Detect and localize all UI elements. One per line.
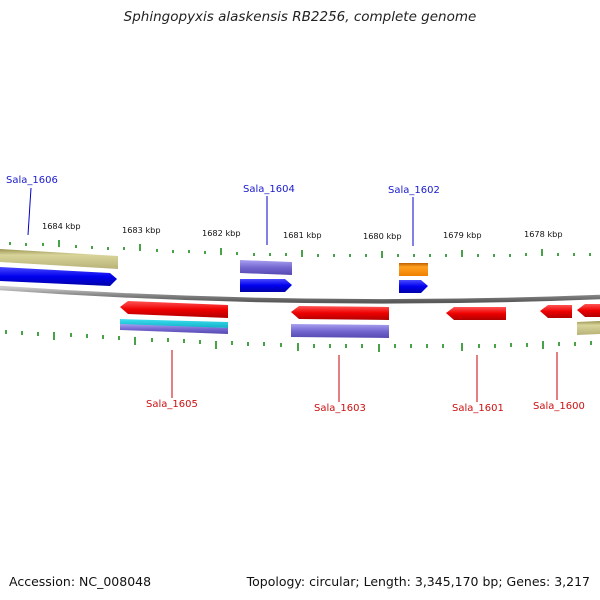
genome-title: Sphingopyxis alaskensis RB2256, complete… xyxy=(123,9,477,25)
kbp-label: 1683 kbp xyxy=(122,225,161,235)
gene-arrow-sala-1604[interactable] xyxy=(240,279,292,292)
kbp-label: 1678 kbp xyxy=(524,229,563,239)
gene-arrow-sala-1606[interactable] xyxy=(0,267,117,286)
kbp-label: 1679 kbp xyxy=(443,230,482,240)
gene-label-sala-1602[interactable]: Sala_1602 xyxy=(388,185,440,196)
kbp-ruler-labels: 1684 kbp 1683 kbp 1682 kbp 1681 kbp 1680… xyxy=(42,221,563,241)
genome-backbone xyxy=(0,285,600,304)
gene-arrow-right-edge[interactable] xyxy=(577,304,600,317)
gene-label-sala-1600[interactable]: Sala_1600 xyxy=(533,401,585,412)
gene-arrow-sala-1603[interactable] xyxy=(291,306,389,320)
gene-arrow-sala-1605[interactable] xyxy=(120,301,228,318)
feature-bar-purple-lower xyxy=(120,324,228,334)
feature-bar-olive xyxy=(0,249,118,269)
kbp-label: 1684 kbp xyxy=(42,221,81,231)
gene-arrow-sala-1601[interactable] xyxy=(446,307,506,320)
feature-bar-orange xyxy=(399,263,428,276)
gene-label-sala-1606[interactable]: Sala_1606 xyxy=(6,175,58,186)
feature-bar-purple xyxy=(240,260,292,275)
upper-tick-row xyxy=(9,240,591,258)
feature-bar-olive-lower xyxy=(577,321,600,335)
gene-arrow-sala-1600[interactable] xyxy=(540,305,572,318)
gene-leader-lines xyxy=(27,187,558,402)
accession-text: Accession: NC_008048 xyxy=(9,574,152,589)
gene-label-sala-1604[interactable]: Sala_1604 xyxy=(243,184,295,195)
gene-label-sala-1603[interactable]: Sala_1603 xyxy=(314,403,366,414)
gene-label-sala-1601[interactable]: Sala_1601 xyxy=(452,403,504,414)
gene-arrow-sala-1602[interactable] xyxy=(399,280,428,293)
lower-tick-row xyxy=(5,330,592,352)
kbp-label: 1681 kbp xyxy=(283,230,322,240)
kbp-label: 1680 kbp xyxy=(363,231,402,241)
feature-bar-purple-lower xyxy=(291,324,389,338)
genome-summary-text: Topology: circular; Length: 3,345,170 bp… xyxy=(246,574,590,589)
gene-label-sala-1605[interactable]: Sala_1605 xyxy=(146,399,198,410)
kbp-label: 1682 kbp xyxy=(202,228,241,238)
